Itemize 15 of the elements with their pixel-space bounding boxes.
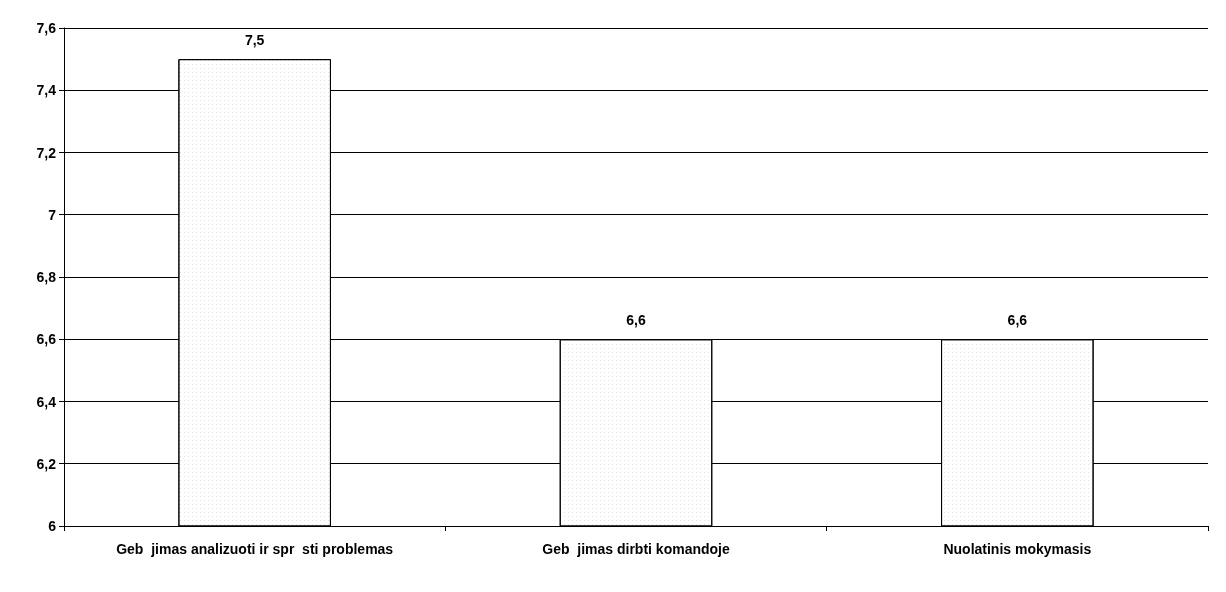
y-tick-label: 7	[48, 206, 57, 223]
y-tick-label: 7,2	[36, 144, 57, 161]
y-tick-label: 7,4	[36, 82, 57, 99]
data-label: 7,5	[244, 32, 265, 49]
data-label: 6,6	[626, 312, 646, 329]
y-tick-label: 6,4	[36, 393, 57, 410]
y-tick-label: 6,8	[36, 269, 57, 285]
y-tick-label: 6,2	[36, 455, 57, 472]
y-tick-label: 6	[48, 518, 57, 534]
x-tick-label: Geb jimas dirbti komandoje	[542, 540, 730, 557]
x-tick-label: Geb jimas analizuoti ir spr sti problemas	[116, 540, 394, 557]
y-tick-label: 6,6	[36, 331, 57, 348]
x-tick-label: Nuolatinis mokymasis	[943, 540, 1092, 557]
y-tick-label: 7,6	[36, 20, 57, 36]
data-label: 6,6	[1007, 312, 1028, 329]
